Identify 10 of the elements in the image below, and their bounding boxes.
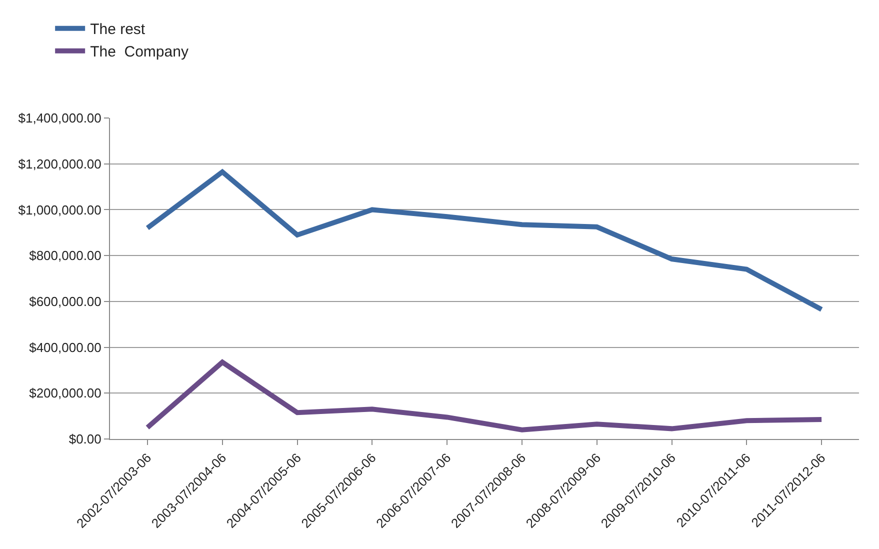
y-tick-label: $400,000.00 [29, 340, 102, 355]
y-tick-label: $1,000,000.00 [18, 202, 102, 218]
y-tick-label: $1,200,000.00 [18, 156, 102, 172]
y-tick-label: $800,000.00 [29, 248, 102, 264]
legend-label: The Company [90, 44, 189, 61]
y-tick-label: $200,000.00 [29, 386, 102, 401]
y-tick-label: $0.00 [68, 432, 102, 447]
y-tick-label: $600,000.00 [29, 294, 102, 309]
legend-label: The rest [90, 21, 146, 38]
y-tick-label: $1,400,000.00 [18, 110, 102, 126]
